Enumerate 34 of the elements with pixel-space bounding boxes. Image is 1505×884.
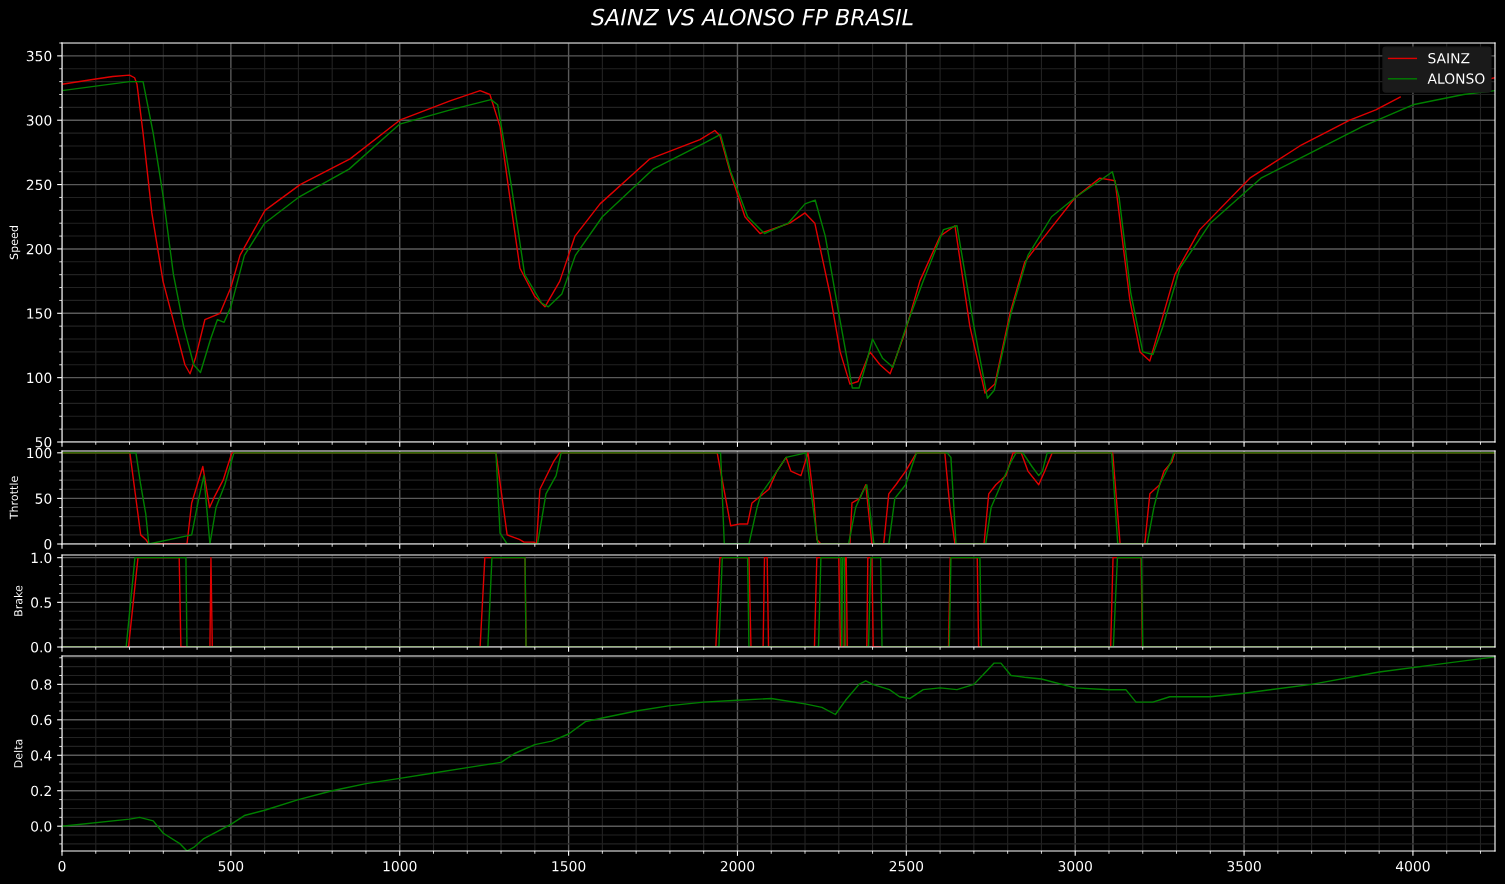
y-tick-label: 100	[27, 447, 52, 459]
y-axis-title: Speed	[9, 226, 21, 260]
y-tick-label: 200	[26, 243, 52, 255]
y-axis-title: Throttle	[9, 476, 19, 520]
y-tick-label: 0.0	[31, 821, 52, 832]
chart-title: SAINZ VS ALONSO FP BRASIL	[591, 8, 913, 26]
y-tick-label: 100	[27, 372, 52, 384]
y-tick-label: 0.8	[31, 679, 52, 690]
y-tick-label: 0	[44, 538, 52, 550]
legend-label: ALONSO	[1427, 73, 1485, 84]
y-tick-label: 150	[27, 308, 52, 319]
y-tick-label: 0.2	[31, 785, 51, 797]
y-tick-label: 0.5	[31, 597, 52, 608]
x-tick-label: 0	[58, 860, 66, 872]
x-tick-label: 2500	[889, 860, 924, 872]
y-axis-title: Delta	[13, 739, 23, 768]
y-tick-label: 50	[35, 493, 52, 504]
y-axis-title: Brake	[13, 585, 23, 616]
y-tick-label: 0.0	[31, 641, 52, 653]
legend-label: SAINZ	[1428, 52, 1470, 64]
y-tick-label: 1.0	[31, 552, 52, 564]
y-tick-label: 0.6	[31, 714, 52, 726]
y-tick-label: 350	[26, 50, 52, 62]
x-tick-label: 1500	[552, 860, 586, 872]
x-tick-label: 500	[218, 860, 244, 872]
x-tick-label: 3500	[1227, 860, 1261, 872]
y-tick-label: 300	[26, 115, 52, 126]
y-tick-label: 50	[35, 436, 52, 448]
y-tick-label: 0.4	[31, 750, 52, 761]
y-tick-label: 250	[26, 179, 52, 191]
x-tick-label: 4000	[1395, 860, 1430, 872]
x-tick-label: 3000	[1058, 860, 1092, 872]
x-tick-label: 1000	[383, 860, 417, 872]
x-tick-label: 2000	[720, 860, 755, 872]
